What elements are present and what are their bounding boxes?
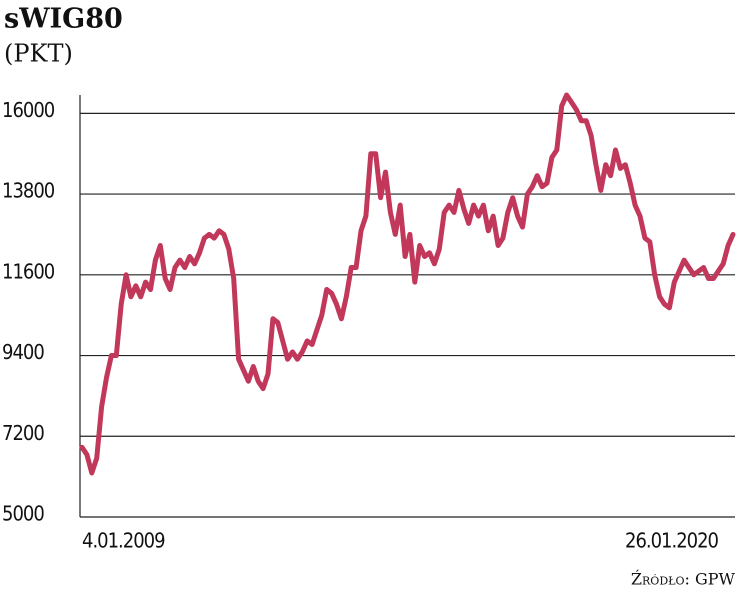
y-tick-label: 5000 [2, 502, 44, 526]
chart-subtitle: (PKT) [4, 40, 73, 68]
y-tick-label: 9400 [2, 340, 44, 364]
x-tick-label: 26.01.2020 [625, 529, 719, 553]
source: Źródło: GPW [631, 569, 736, 589]
y-tick-label: 13800 [2, 179, 55, 203]
x-tick-label: 4.01.2009 [82, 529, 165, 553]
data-line [79, 92, 736, 476]
y-tick-label: 7200 [2, 421, 44, 445]
y-tick-label: 11600 [2, 259, 55, 283]
chart-title: sWIG80 [4, 4, 123, 35]
y-tick-label: 16000 [2, 98, 55, 122]
